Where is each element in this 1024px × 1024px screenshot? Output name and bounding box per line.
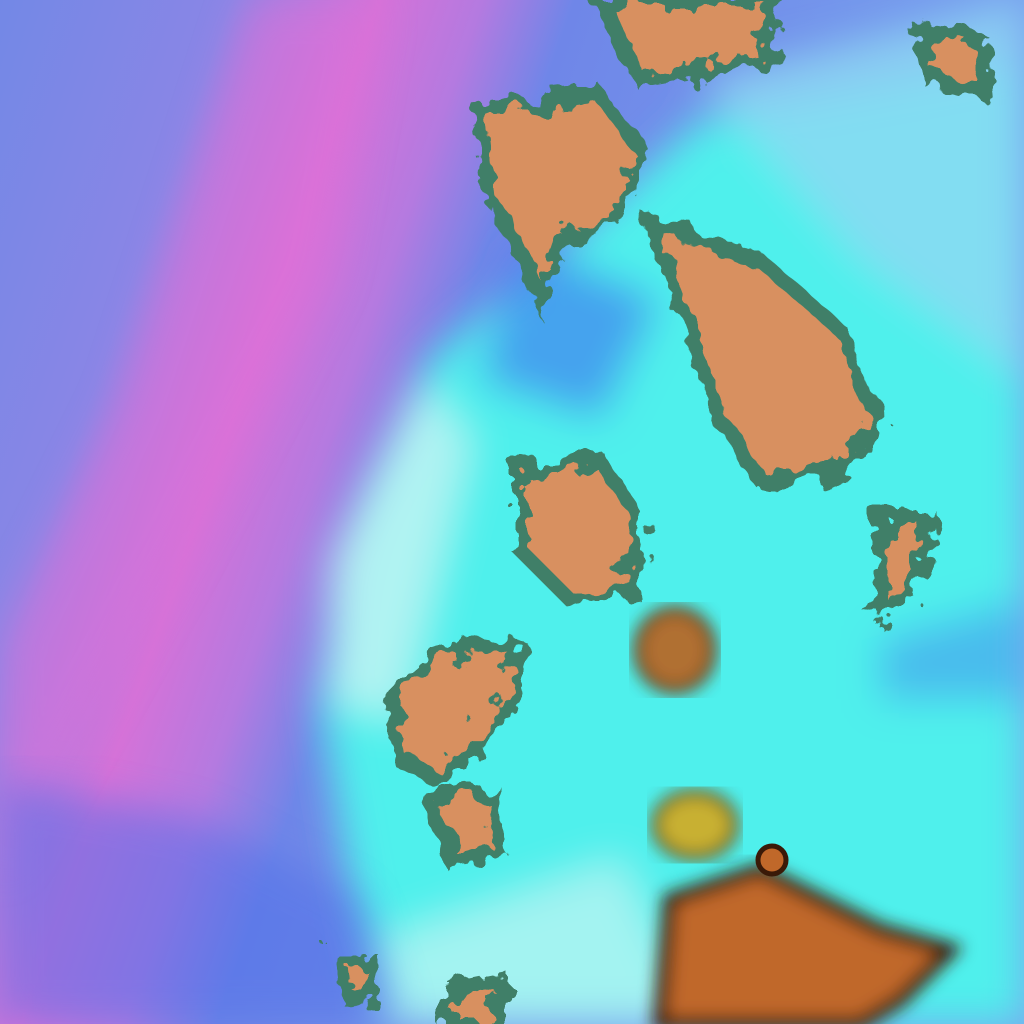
cloud-cluster	[443, 971, 507, 1024]
cloud-cluster	[911, 21, 993, 99]
storm-core	[755, 843, 789, 877]
storm-core	[652, 862, 964, 1024]
storm-core	[633, 606, 717, 694]
cloud-cluster	[873, 513, 939, 622]
convective-cores	[633, 606, 964, 1024]
cloud-cluster	[420, 781, 509, 869]
cloud-cluster	[592, 0, 788, 88]
cloud-cluster	[382, 632, 529, 789]
cloud-cluster	[472, 87, 649, 321]
storm-core	[651, 789, 739, 861]
cloud-cluster	[331, 953, 377, 1009]
cloud-cluster	[638, 208, 889, 488]
high-cloud-clusters	[331, 0, 993, 1024]
cloud-cluster	[513, 452, 648, 608]
deep-blue-region	[0, 780, 400, 1024]
haze-band	[0, 0, 380, 880]
